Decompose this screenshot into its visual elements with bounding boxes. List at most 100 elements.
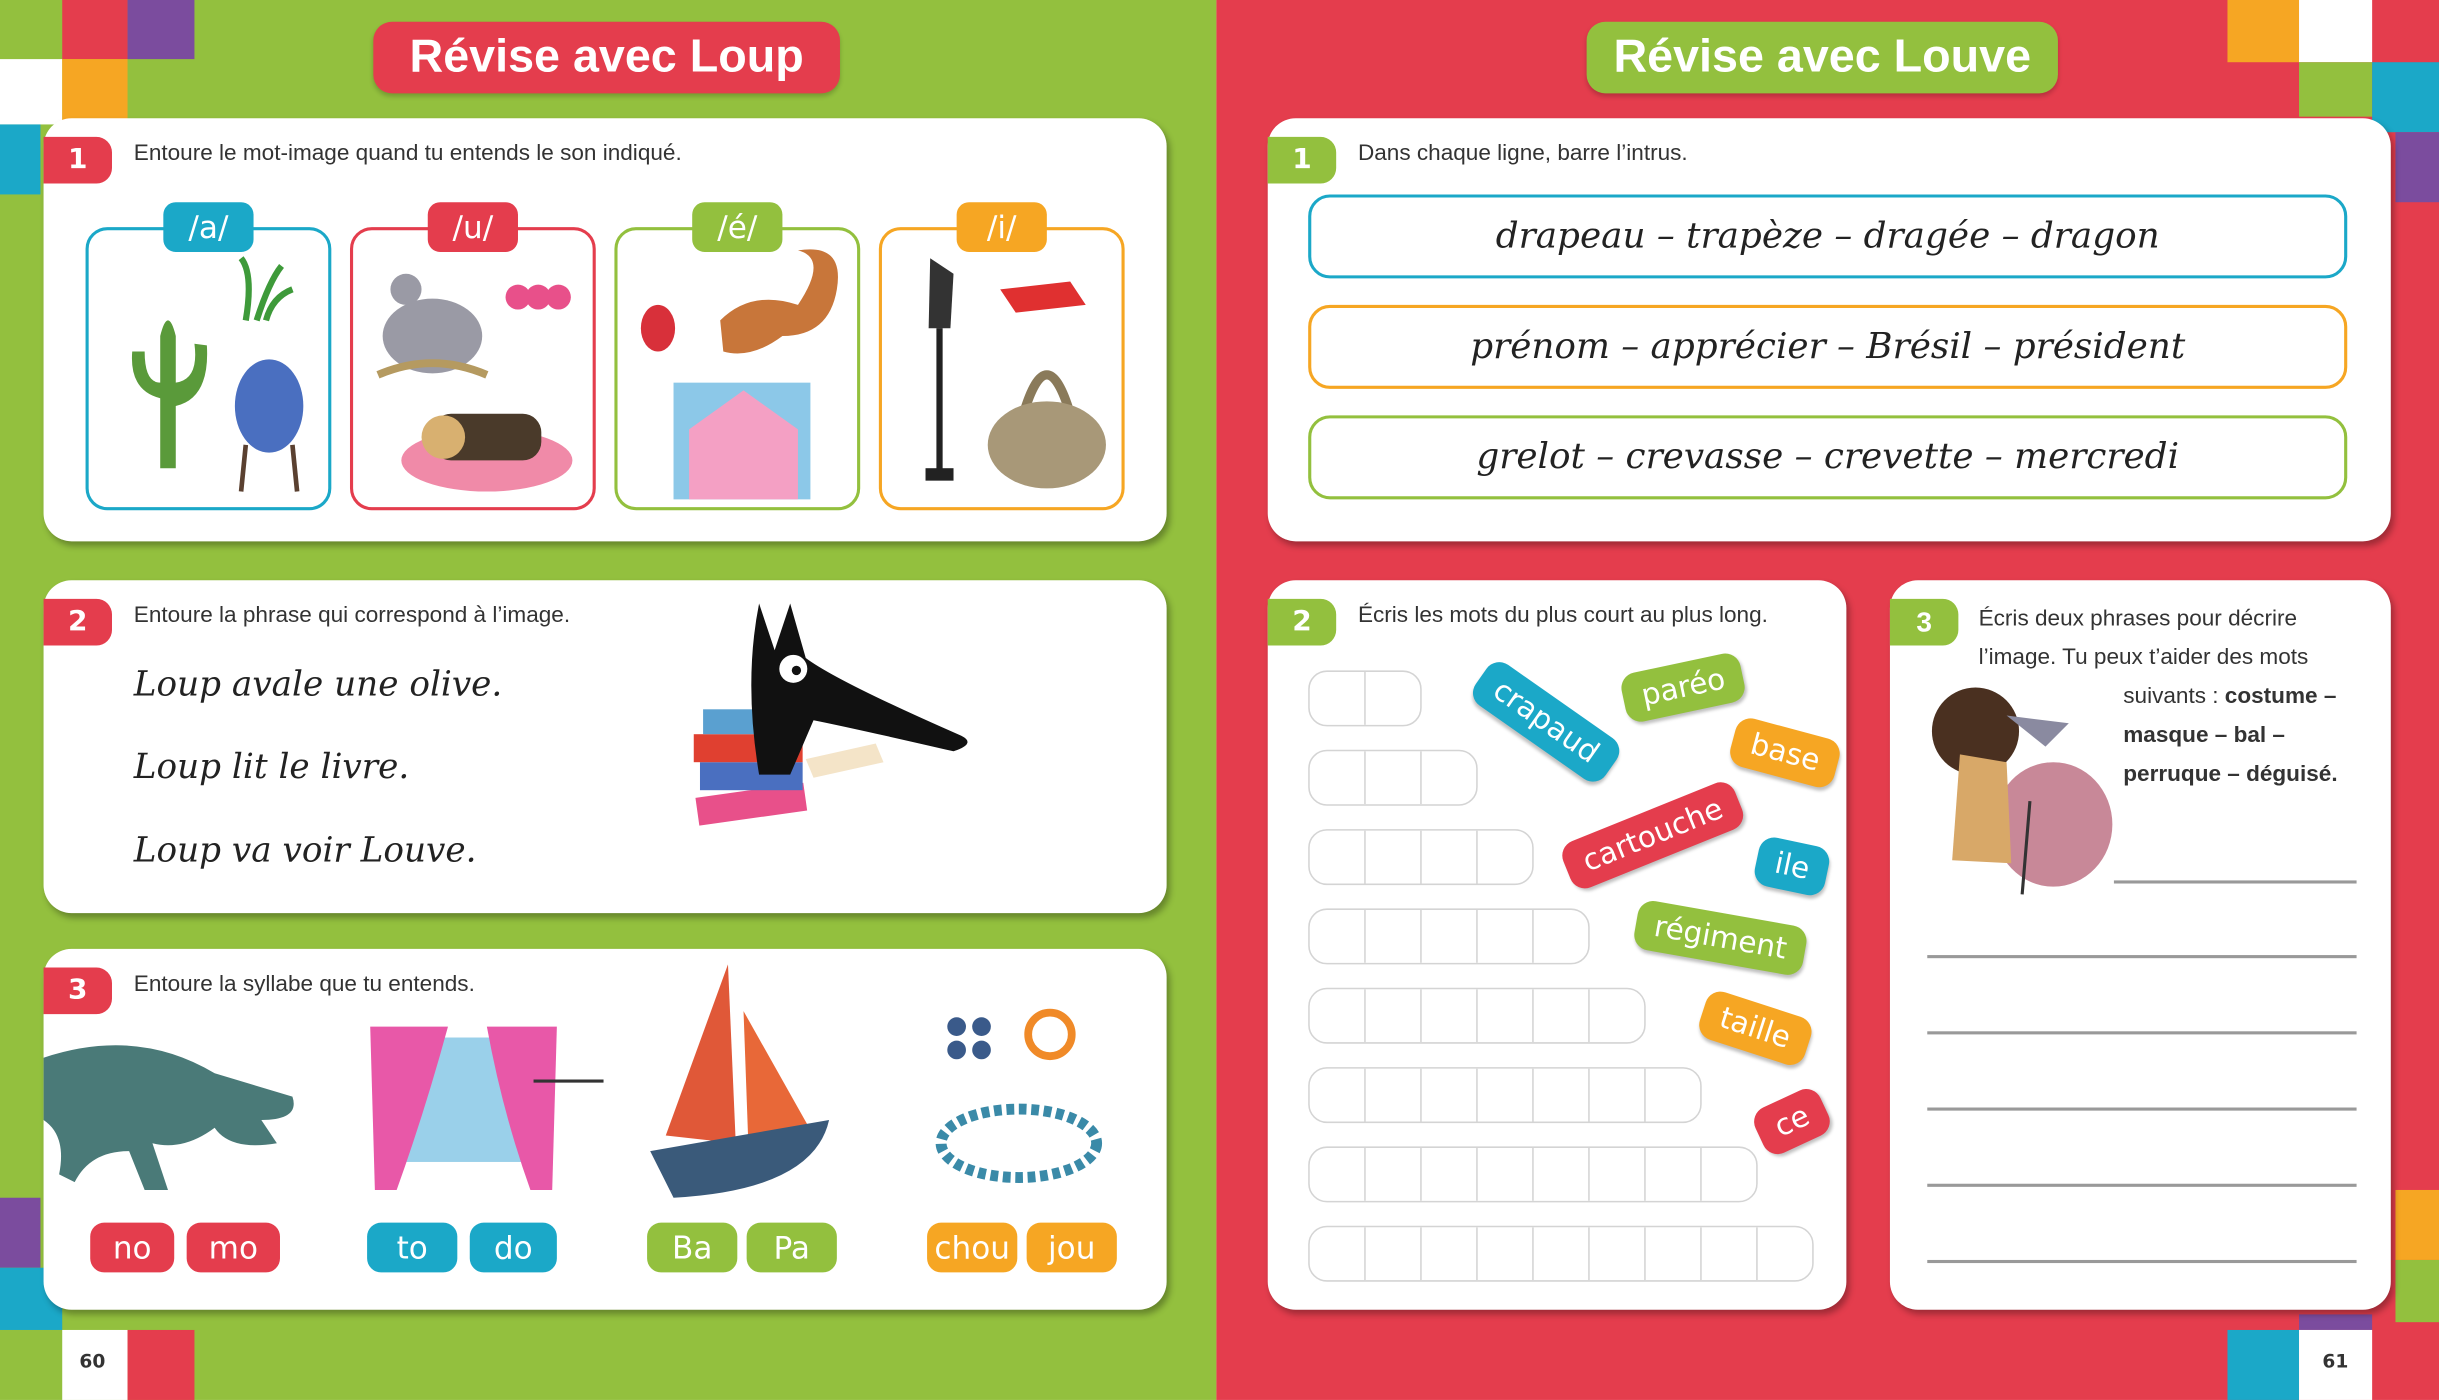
word-tag[interactable]: ile <box>1751 834 1833 899</box>
letter-cell[interactable] <box>1478 909 1534 963</box>
exercise-instruction: Dans chaque ligne, barre l’intrus. <box>1357 141 1688 167</box>
writing-line[interactable] <box>1927 1259 2357 1264</box>
word-tag[interactable]: ce <box>1749 1083 1836 1160</box>
writing-line[interactable] <box>1927 955 2357 959</box>
syllable-option[interactable]: chou <box>927 1222 1018 1273</box>
word-tag[interactable]: base <box>1726 714 1844 791</box>
word-row[interactable]: prénom – apprécier – Brésil – président <box>1308 304 2348 389</box>
syllable-option[interactable]: no <box>90 1222 175 1273</box>
letter-cell[interactable] <box>1702 1148 1756 1201</box>
letter-grid[interactable] <box>1308 908 1590 965</box>
syllable-option[interactable]: do <box>469 1222 557 1273</box>
exercise-instruction: Entoure le mot-image quand tu entends le… <box>133 141 682 167</box>
word-row[interactable]: drapeau – trapèze – dragée – dragon <box>1308 194 2348 279</box>
letter-cell[interactable] <box>1534 1227 1590 1281</box>
hen-lollipops-yulelog-illustration <box>376 273 573 492</box>
letter-cell[interactable] <box>1590 1068 1646 1122</box>
letter-cell[interactable] <box>1422 1227 1478 1281</box>
letter-cell[interactable] <box>1534 910 1588 963</box>
sentence-option[interactable]: Loup va voir Louve. <box>133 832 477 872</box>
letter-cell[interactable] <box>1646 1147 1702 1201</box>
letter-cell[interactable] <box>1366 1227 1422 1281</box>
deco-square <box>2395 1189 2439 1260</box>
letter-cell[interactable] <box>1310 989 1366 1043</box>
exercise-1-card: 1 Dans chaque ligne, barre l’intrus. dra… <box>1267 118 2391 542</box>
letter-cell[interactable] <box>1366 989 1422 1043</box>
keyword: masque – bal – <box>2123 723 2285 749</box>
sound-box-a[interactable]: /a/ <box>85 202 332 511</box>
letter-cell[interactable] <box>1422 989 1478 1043</box>
letter-cell[interactable] <box>1534 1068 1590 1122</box>
letter-cell[interactable] <box>1310 671 1366 725</box>
letter-cell[interactable] <box>1646 1227 1702 1281</box>
letter-cell[interactable] <box>1366 909 1422 963</box>
exercise-2-card: 2 Écris les mots du plus court au plus l… <box>1267 580 1847 1310</box>
sentence-option[interactable]: Loup avale une olive. <box>133 665 503 705</box>
letter-cell[interactable] <box>1534 1147 1590 1201</box>
writing-line[interactable] <box>1927 1031 2357 1035</box>
letter-cell[interactable] <box>1366 751 1422 805</box>
window-curtains-illustration <box>370 1026 604 1190</box>
letter-cell[interactable] <box>1590 989 1644 1042</box>
letter-cell[interactable] <box>1422 830 1478 884</box>
word-tag[interactable]: paréo <box>1618 650 1749 725</box>
syllable-option[interactable]: Pa <box>746 1222 837 1273</box>
letter-cell[interactable] <box>1366 672 1420 725</box>
deco-square <box>2299 62 2373 117</box>
letter-cell[interactable] <box>1310 909 1366 963</box>
letter-grid[interactable] <box>1308 670 1422 727</box>
letter-grid[interactable] <box>1308 1225 1814 1282</box>
deco-square <box>0 1197 41 1268</box>
sound-box-u[interactable]: /u/ <box>349 202 596 511</box>
letter-grid[interactable] <box>1308 987 1646 1044</box>
letter-cell[interactable] <box>1478 831 1532 884</box>
syllable-option[interactable]: mo <box>186 1222 280 1273</box>
letter-cell[interactable] <box>1310 1068 1366 1122</box>
writing-line[interactable] <box>1927 1107 2357 1111</box>
letter-cell[interactable] <box>1478 1068 1534 1122</box>
sentence-option[interactable]: Loup lit le livre. <box>133 748 410 788</box>
letter-cell[interactable] <box>1422 1068 1478 1122</box>
deco-square <box>127 1329 195 1400</box>
letter-cell[interactable] <box>1758 1227 1812 1280</box>
letter-grid[interactable] <box>1308 829 1534 886</box>
syllable-option[interactable]: to <box>367 1222 458 1273</box>
word-row[interactable]: grelot – crevasse – crevette – mercredi <box>1308 415 2348 500</box>
letter-cell[interactable] <box>1366 1147 1422 1201</box>
letter-cell[interactable] <box>1478 1227 1534 1281</box>
word-tag[interactable]: taille <box>1695 987 1816 1069</box>
writing-line[interactable] <box>1927 1183 2357 1187</box>
period: . <box>2331 762 2338 788</box>
letter-grid[interactable] <box>1308 1146 1758 1203</box>
letter-cell[interactable] <box>1310 1147 1366 1201</box>
letter-cell[interactable] <box>1702 1227 1758 1281</box>
syllable-option[interactable]: jou <box>1026 1222 1117 1273</box>
writing-line[interactable] <box>2113 880 2357 884</box>
letter-cell[interactable] <box>1422 751 1476 804</box>
letter-cell[interactable] <box>1478 989 1534 1043</box>
letter-cell[interactable] <box>1590 1147 1646 1201</box>
letter-cell[interactable] <box>1366 1068 1422 1122</box>
letter-cell[interactable] <box>1310 1227 1366 1281</box>
sound-box-i[interactable]: /i/ <box>878 202 1125 511</box>
syllable-option[interactable]: Ba <box>647 1222 738 1273</box>
deco-square <box>62 0 128 60</box>
letter-cell[interactable] <box>1478 1147 1534 1201</box>
letter-cell[interactable] <box>1422 1147 1478 1201</box>
letter-cell[interactable] <box>1310 751 1366 805</box>
sound-box-e[interactable]: /é/ <box>614 202 861 511</box>
letter-grid[interactable] <box>1308 749 1478 806</box>
word-tag[interactable]: crapaud <box>1466 655 1626 788</box>
word-tag[interactable]: régiment <box>1631 898 1810 978</box>
letter-cell[interactable] <box>1422 909 1478 963</box>
letter-cell[interactable] <box>1646 1069 1700 1122</box>
letter-cell[interactable] <box>1590 1227 1646 1281</box>
letter-cell[interactable] <box>1310 830 1366 884</box>
sound-label: /u/ <box>427 202 518 252</box>
exercise-number: 3 <box>1889 598 1959 646</box>
word-tag[interactable]: cartouche <box>1557 777 1749 894</box>
letter-grid[interactable] <box>1308 1067 1702 1124</box>
page-number: 60 <box>79 1350 106 1372</box>
letter-cell[interactable] <box>1366 830 1422 884</box>
letter-cell[interactable] <box>1534 989 1590 1043</box>
